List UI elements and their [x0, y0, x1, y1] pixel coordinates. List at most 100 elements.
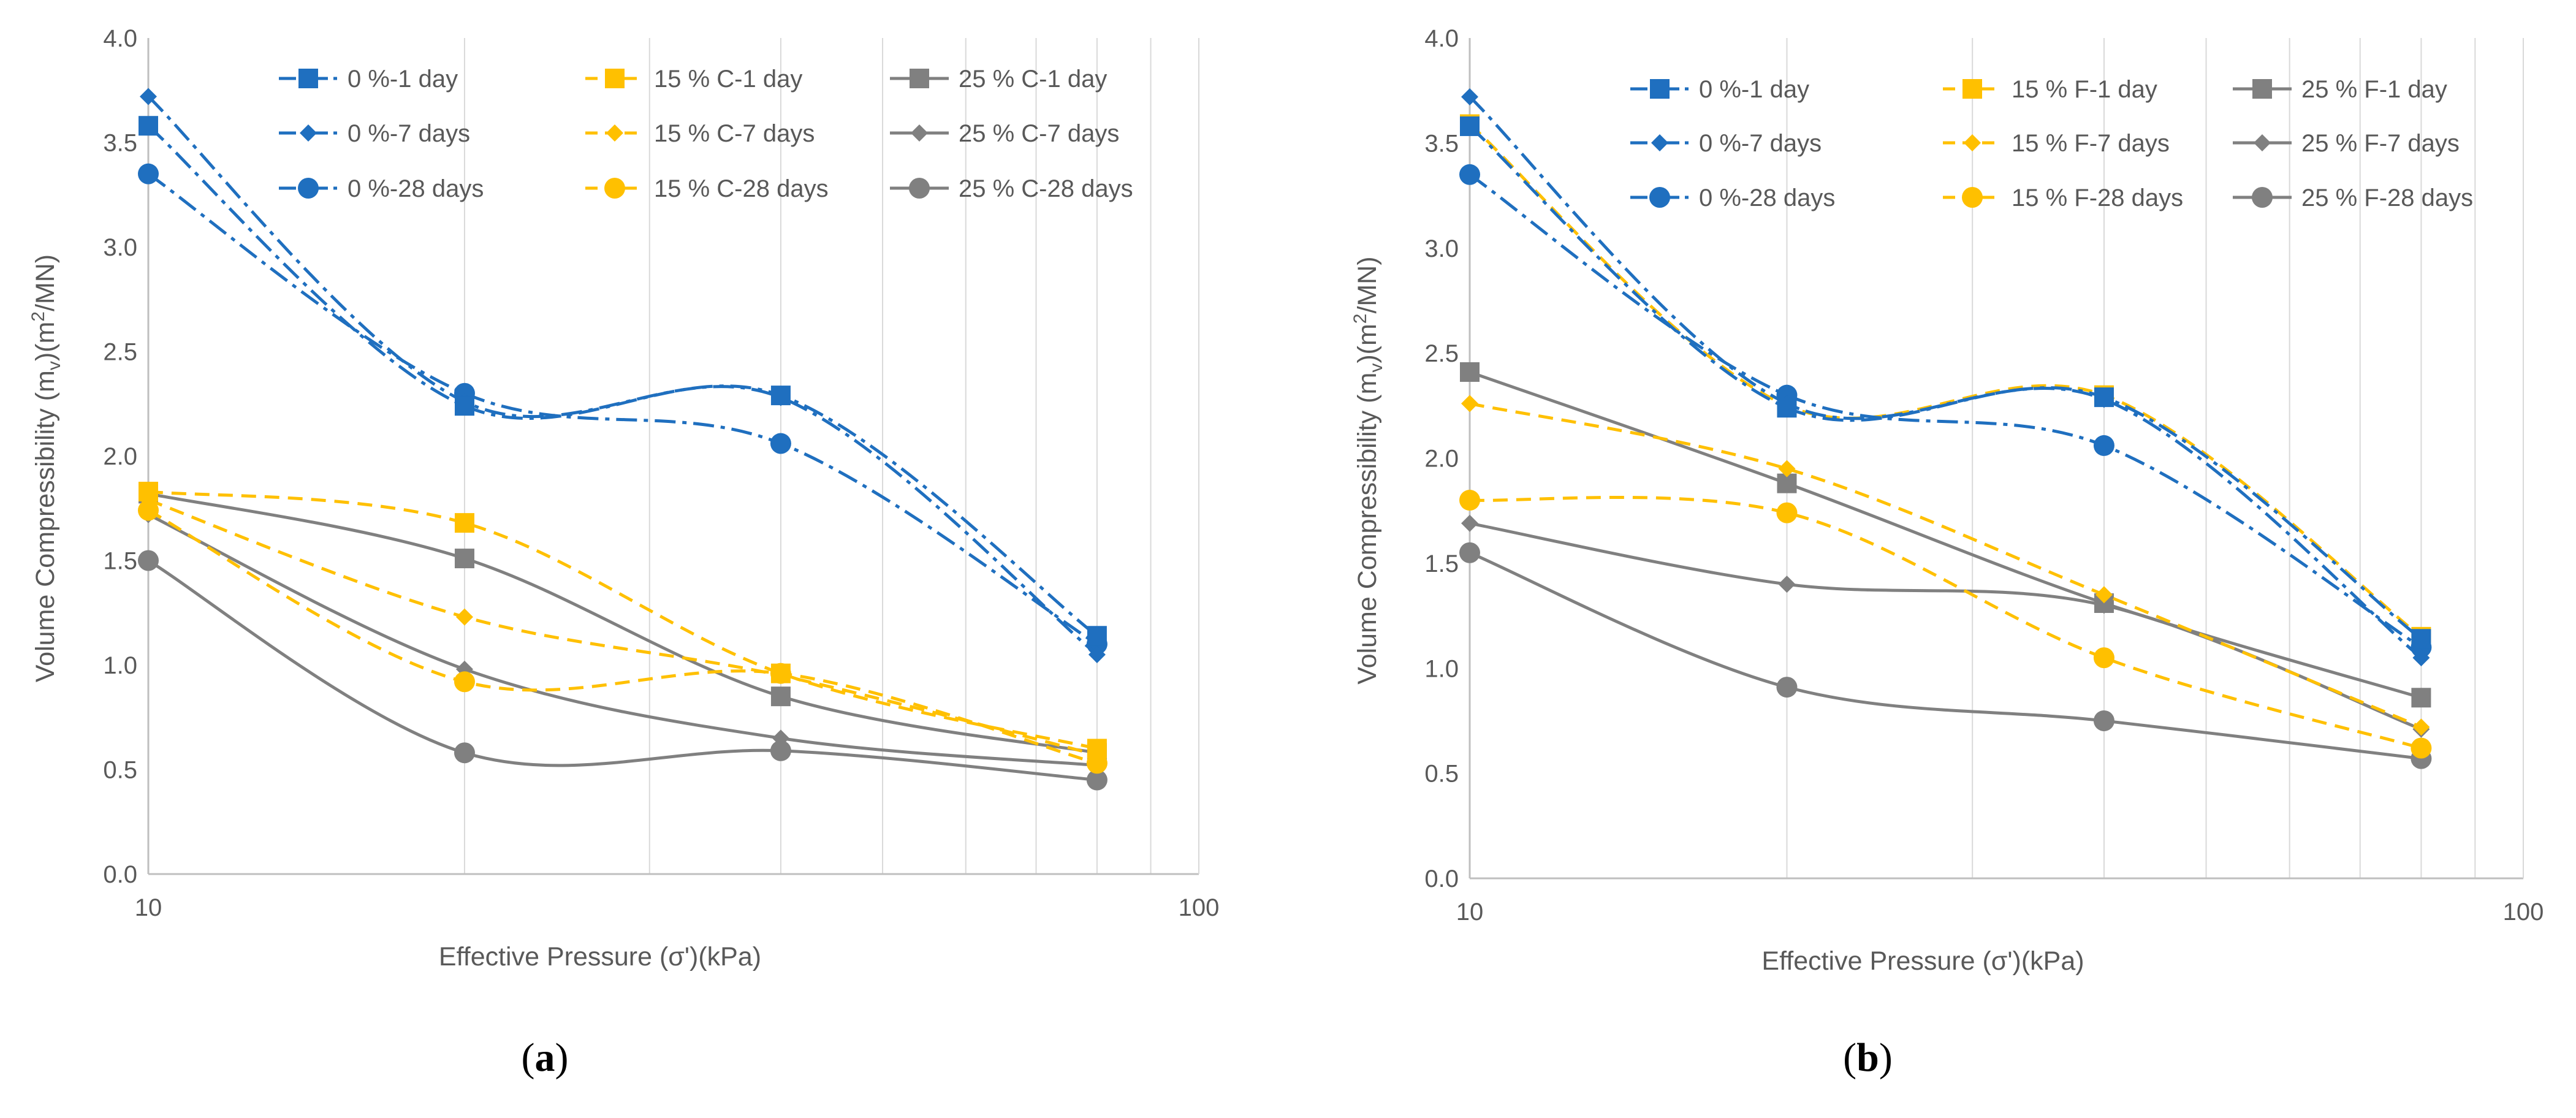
legend-label: 25 % F-1 day: [2301, 76, 2447, 103]
series-group: [138, 88, 1108, 791]
series-line: [147, 559, 1098, 782]
legend-label: 0 %-7 days: [1699, 130, 1822, 157]
y-tick-label: 3.5: [1424, 130, 1459, 157]
legend-marker: [1964, 134, 1981, 151]
legend-item: 15 % C-1 day: [585, 66, 802, 93]
series-line: [1468, 173, 2422, 649]
legend-marker: [1649, 187, 1670, 208]
data-point: [2095, 586, 2113, 604]
data-point: [1776, 677, 1798, 698]
data-point: [2411, 688, 2431, 708]
y-tick-label: 2.5: [103, 339, 137, 366]
data-point: [770, 386, 791, 406]
data-point: [1777, 398, 1797, 418]
data-point: [454, 742, 475, 764]
series-0: [1460, 116, 2431, 649]
series-group: [1459, 88, 2432, 769]
y-tick-label: 0.5: [103, 757, 137, 784]
series-line: [148, 498, 1098, 757]
data-point: [1459, 490, 1480, 511]
panel-label-letter: a: [535, 1035, 555, 1080]
series-3: [1460, 114, 2431, 647]
legend-label: 15 % C-7 days: [654, 120, 815, 147]
y-tick-label: 1.5: [103, 548, 137, 575]
data-point: [2411, 737, 2432, 759]
data-point: [139, 116, 158, 136]
data-point: [770, 686, 791, 707]
legend-item: 0 %-1 day: [279, 66, 458, 93]
panel-label: (b): [1843, 1035, 1893, 1080]
y-tick-label: 2.5: [1424, 340, 1459, 367]
series-line: [1468, 125, 2422, 641]
x-tick-label: 100: [1179, 894, 1220, 921]
legend-item: 25 % C-7 days: [890, 120, 1119, 147]
y-tick-label: 1.0: [103, 652, 137, 679]
legend-label: 0 %-1 day: [1699, 76, 1809, 103]
data-point: [1460, 116, 1480, 136]
legend-item: 0 %-28 days: [1630, 184, 1835, 211]
legend-marker: [1962, 187, 1983, 208]
y-tick-label: 1.5: [1424, 550, 1459, 577]
legend-item: 0 %-7 days: [1630, 130, 1822, 157]
series-6: [1460, 362, 2431, 708]
y-axis-title-part: Volume Compressibility (m: [1353, 373, 1382, 685]
data-point: [2093, 435, 2114, 456]
series-line: [1469, 401, 2422, 729]
data-point: [2412, 718, 2430, 736]
data-point: [1459, 164, 1480, 185]
series-line: [1469, 551, 2422, 761]
legend-item: 25 % F-1 day: [2233, 76, 2447, 103]
legend-label: 25 % C-28 days: [959, 175, 1133, 202]
legend-item: 0 %-1 day: [1630, 76, 1809, 103]
data-point: [138, 550, 159, 571]
y-axis-title-part: /MN): [31, 254, 60, 311]
x-tick-label: 100: [2503, 899, 2544, 926]
legend-marker: [2254, 134, 2271, 151]
data-point: [1088, 645, 1106, 663]
legend-item: 15 % C-7 days: [585, 120, 815, 147]
legend-item: 25 % C-28 days: [890, 175, 1133, 202]
series-line: [1469, 370, 2422, 699]
data-point: [1087, 739, 1107, 759]
legend-label: 25 % C-7 days: [959, 120, 1119, 147]
legend-item: 25 % F-28 days: [2233, 184, 2473, 211]
series-line: [1468, 123, 2422, 638]
y-axis-title-part: 2: [28, 311, 48, 322]
data-point: [2411, 629, 2431, 649]
data-point: [1461, 395, 1478, 413]
series-line: [1469, 522, 2422, 731]
x-axis-title: Effective Pressure (σ')(kPa): [1761, 946, 2084, 976]
series-1: [140, 88, 1106, 663]
data-point: [770, 740, 791, 761]
legend-label: 15 % C-28 days: [654, 175, 829, 202]
legend-marker: [298, 178, 319, 199]
series-2: [1459, 164, 2432, 658]
chart-panel-b: 0.0 0.5 1.0 1.5 2.0 2.5 3.0 3.5 4.0 10 100 Effectiv…: [1350, 25, 2544, 1080]
series-line: [148, 490, 1098, 750]
y-tick-label: 3.5: [103, 130, 137, 157]
legend-item: 15 % F-1 day: [1943, 76, 2157, 103]
data-point: [139, 481, 158, 501]
series-line: [1469, 495, 2422, 750]
y-axis-title-part: )(m: [1353, 324, 1382, 363]
legend-marker: [910, 69, 929, 88]
legend-label: 15 % F-1 day: [2012, 76, 2157, 103]
series-line: [147, 172, 1098, 646]
legend-marker: [298, 69, 318, 88]
legend-item: 15 % C-28 days: [585, 175, 829, 202]
chart-panel-a: 0.0 0.5 1.0 1.5 2.0 2.5 3.0 3.5 4.0 10 100 Effectiv…: [28, 25, 1219, 1080]
series-3: [139, 481, 1107, 759]
series-line: [1468, 96, 2422, 660]
legend-marker: [300, 124, 317, 142]
legend-marker: [911, 124, 928, 142]
legend-marker: [1962, 79, 1982, 99]
panel-label-open-paren: (: [1843, 1035, 1856, 1080]
series-4: [1461, 395, 2430, 736]
legend-label: 0 %-1 day: [348, 66, 458, 93]
data-point: [138, 500, 159, 521]
data-point: [455, 608, 473, 626]
series-2: [138, 163, 1108, 655]
legend-marker: [1650, 79, 1670, 99]
legend-marker: [909, 178, 930, 199]
legend-item: 0 %-7 days: [279, 120, 470, 147]
